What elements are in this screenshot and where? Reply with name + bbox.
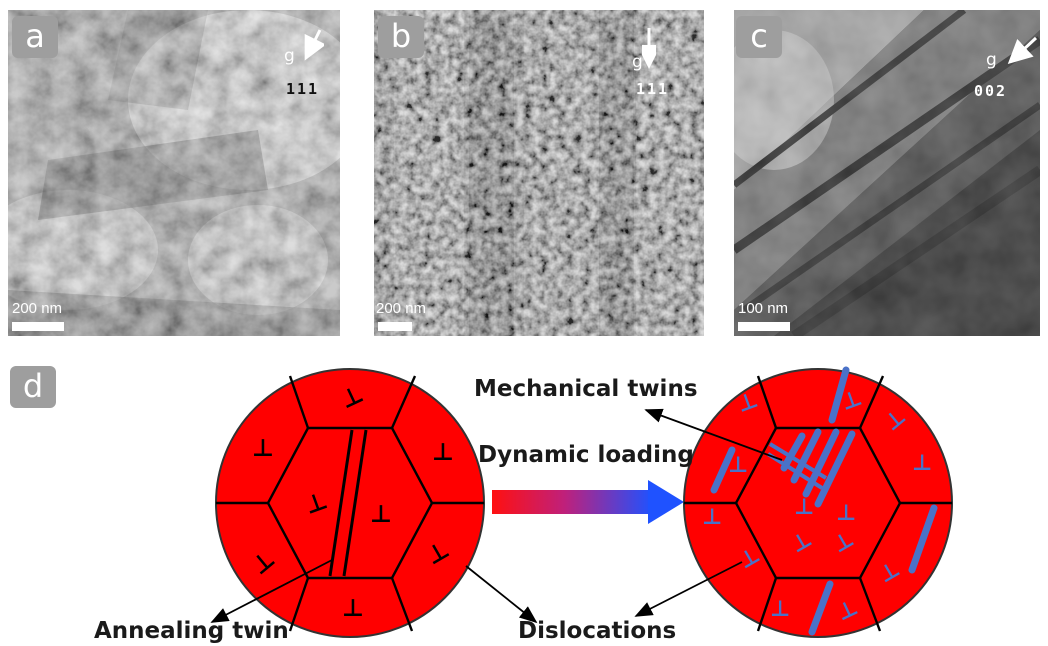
g-vector-label: g (632, 52, 643, 72)
mechanical-twins-pointer (644, 408, 783, 461)
tem-panel-c: c g 002 100 nm (734, 10, 1040, 336)
svg-text:⊥: ⊥ (370, 500, 392, 528)
scale-bar (378, 322, 412, 331)
diffraction-vector-index: 111 (636, 80, 670, 98)
scale-bar (738, 322, 790, 331)
svg-text:⊥: ⊥ (432, 438, 454, 466)
deformation-schematic: ⊥ ⊥ ⊥ ⊥ ⊥ ⊥ ⊥ ⊥ (210, 366, 953, 638)
diffraction-vector-index: 002 (974, 82, 1008, 100)
svg-text:⊥: ⊥ (770, 597, 790, 622)
svg-text:⊥: ⊥ (252, 434, 274, 462)
dislocations-label: Dislocations (518, 618, 677, 644)
panel-label-a: a (12, 16, 58, 58)
scale-bar-label: 200 nm (12, 300, 63, 317)
svg-text:⊥: ⊥ (342, 594, 364, 622)
svg-text:⊥: ⊥ (794, 495, 814, 520)
g-vector-label: g (986, 50, 997, 70)
g-vector-label: g (284, 46, 295, 66)
panel-label-d: d (10, 366, 56, 408)
mechanical-twins-label: Mechanical twins (474, 376, 698, 402)
annealed-grain-cluster: ⊥ ⊥ ⊥ ⊥ ⊥ ⊥ ⊥ ⊥ (215, 368, 485, 638)
svg-text:⊥: ⊥ (728, 453, 748, 478)
deformed-grain-cluster: ⊥ ⊥ ⊥ ⊥ ⊥ ⊥ ⊥ ⊥ ⊥ ⊥ ⊥ ⊥ ⊥ ⊥ (683, 366, 953, 638)
panel-label-b: b (378, 16, 424, 58)
dynamic-loading-arrow-icon (492, 480, 684, 524)
annealing-twin-pointer (210, 559, 333, 623)
scale-bar-label: 100 nm (738, 300, 789, 317)
scale-bar (12, 322, 64, 331)
dislocations-pointer-left (465, 565, 538, 624)
svg-text:⊥: ⊥ (836, 501, 856, 526)
scale-bar-label: 200 nm (376, 300, 427, 317)
svg-text:⊥: ⊥ (912, 451, 932, 476)
tem-panel-b: b g 111 200 nm (374, 10, 704, 336)
g-vector-arrow-icon (1007, 36, 1038, 65)
tem-micrograph-c (734, 10, 1040, 336)
g-vector-arrow-icon (304, 29, 324, 61)
panel-label-c: c (736, 16, 782, 58)
annealing-twin-label: Annealing twin (94, 618, 289, 644)
svg-text:⊥: ⊥ (702, 505, 722, 530)
dynamic-loading-label: Dynamic loading (478, 442, 694, 468)
tem-micrograph-a (8, 10, 340, 336)
dislocations-pointer-right (634, 561, 743, 617)
diffraction-vector-index: 111 (286, 80, 320, 98)
g-vector-arrow-icon (642, 28, 656, 69)
tem-panel-a: a g 111 200 nm (8, 10, 340, 336)
